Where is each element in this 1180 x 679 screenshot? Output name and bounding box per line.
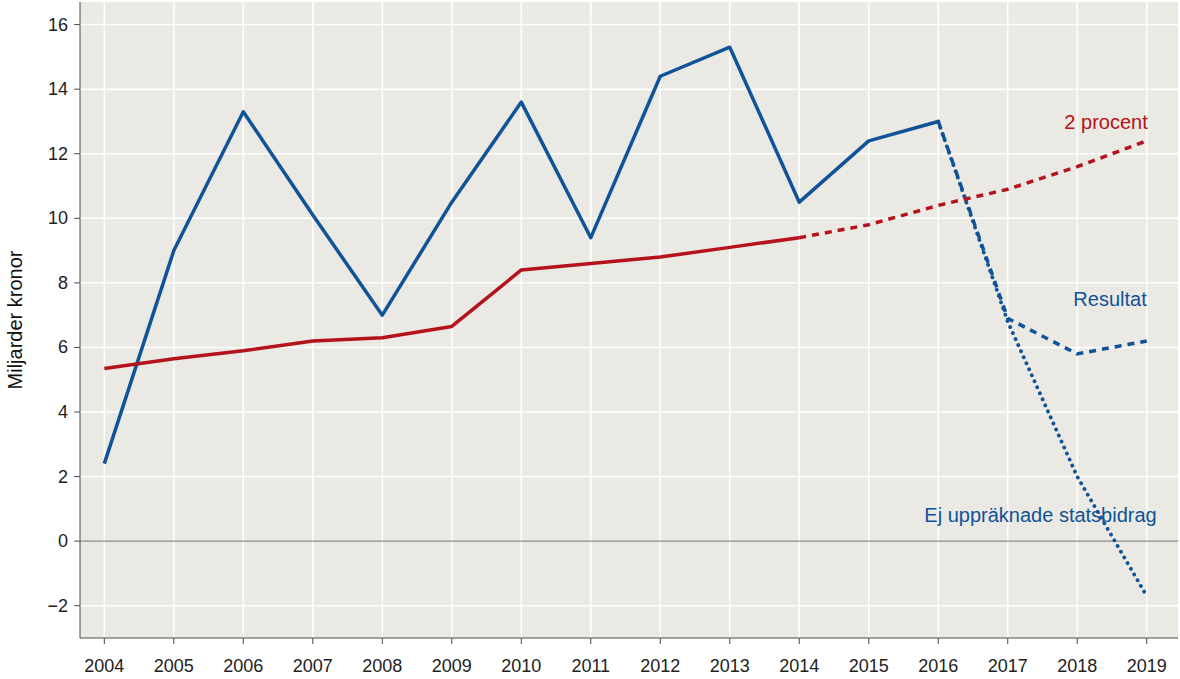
- x-grid-line: [104, 2, 106, 638]
- x-tick-label: 2016: [918, 656, 958, 676]
- y-grid-line: [80, 605, 1178, 607]
- series-line: [104, 47, 938, 463]
- x-tick: [938, 638, 939, 644]
- y-tick: [74, 153, 80, 154]
- x-tick: [799, 638, 800, 644]
- x-tick: [729, 638, 730, 644]
- x-tick: [243, 638, 244, 644]
- y-grid-line: [80, 24, 1178, 26]
- series-label: Ej uppräknade statsbidrag: [924, 504, 1156, 526]
- x-grid-line: [1146, 2, 1148, 638]
- y-tick-label: 12: [48, 144, 68, 164]
- y-tick-label: 6: [58, 337, 68, 357]
- x-tick-label: 2015: [849, 656, 889, 676]
- x-axis-line: [80, 638, 1178, 639]
- plot-background: [80, 2, 1178, 638]
- y-grid-line: [80, 282, 1178, 284]
- x-tick-label: 2018: [1057, 656, 1097, 676]
- x-grid-line: [868, 2, 870, 638]
- x-tick-label: 2009: [432, 656, 472, 676]
- y-tick: [74, 605, 80, 606]
- y-grid-line: [80, 476, 1178, 478]
- x-tick: [868, 638, 869, 644]
- y-axis-line: [80, 2, 81, 638]
- x-tick-label: 2005: [154, 656, 194, 676]
- y-grid-line: [80, 88, 1178, 90]
- y-grid-line: [80, 218, 1178, 220]
- x-tick: [1007, 638, 1008, 644]
- x-tick: [382, 638, 383, 644]
- y-tick-label: 10: [48, 208, 68, 228]
- y-tick: [74, 412, 80, 413]
- x-grid-line: [590, 2, 592, 638]
- x-tick-label: 2008: [362, 656, 402, 676]
- chart: −2 0 2 4 6 8 10 12 14 16 2004 2005 2006 2007 2008 2009 2…: [0, 0, 1180, 679]
- x-grid-line: [173, 2, 175, 638]
- y-tick: [74, 541, 80, 542]
- x-tick-label: 2017: [988, 656, 1028, 676]
- y-axis-label: Miljarder kronor: [4, 250, 26, 389]
- y-tick-label: 16: [48, 15, 68, 35]
- x-grid-line: [382, 2, 384, 638]
- x-grid-line: [937, 2, 939, 638]
- x-tick-label: 2004: [84, 656, 124, 676]
- y-tick: [74, 282, 80, 283]
- y-tick-label: −2: [47, 596, 68, 616]
- x-tick-label: 2019: [1127, 656, 1167, 676]
- x-tick-label: 2013: [710, 656, 750, 676]
- y-tick: [74, 24, 80, 25]
- x-grid-line: [451, 2, 453, 638]
- y-grid-line: [80, 411, 1178, 413]
- series-line: [799, 141, 1146, 238]
- y-tick: [74, 218, 80, 219]
- x-grid-line: [243, 2, 245, 638]
- y-tick-label: 0: [58, 531, 68, 551]
- series-line: [938, 121, 1146, 353]
- x-tick: [660, 638, 661, 644]
- x-grid-line: [729, 2, 731, 638]
- y-tick: [74, 89, 80, 90]
- x-tick: [590, 638, 591, 644]
- x-tick: [104, 638, 105, 644]
- x-tick: [173, 638, 174, 644]
- y-tick-label: 8: [58, 273, 68, 293]
- x-grid-line: [799, 2, 801, 638]
- x-tick-label: 2007: [293, 656, 333, 676]
- y-tick-label: 14: [48, 79, 68, 99]
- series-label: Resultat: [1073, 288, 1147, 310]
- x-tick: [1146, 638, 1147, 644]
- x-tick: [451, 638, 452, 644]
- x-grid-line: [1076, 2, 1078, 638]
- x-grid-line: [521, 2, 523, 638]
- x-grid-line: [660, 2, 662, 638]
- series-line: [104, 238, 799, 369]
- x-tick-label: 2014: [779, 656, 819, 676]
- x-tick-label: 2011: [571, 656, 610, 676]
- y-tick: [74, 347, 80, 348]
- x-tick-label: 2010: [501, 656, 541, 676]
- y-tick-label: 2: [58, 467, 68, 487]
- x-tick-label: 2012: [640, 656, 680, 676]
- x-tick-label: 2006: [223, 656, 263, 676]
- y-tick-label: 4: [58, 402, 68, 422]
- y-grid-line: [80, 347, 1178, 349]
- series-label: 2 procent: [1064, 111, 1148, 133]
- zero-line: [80, 541, 1178, 542]
- x-tick: [521, 638, 522, 644]
- x-tick: [312, 638, 313, 644]
- y-tick: [74, 476, 80, 477]
- x-grid-line: [312, 2, 314, 638]
- x-tick: [1077, 638, 1078, 644]
